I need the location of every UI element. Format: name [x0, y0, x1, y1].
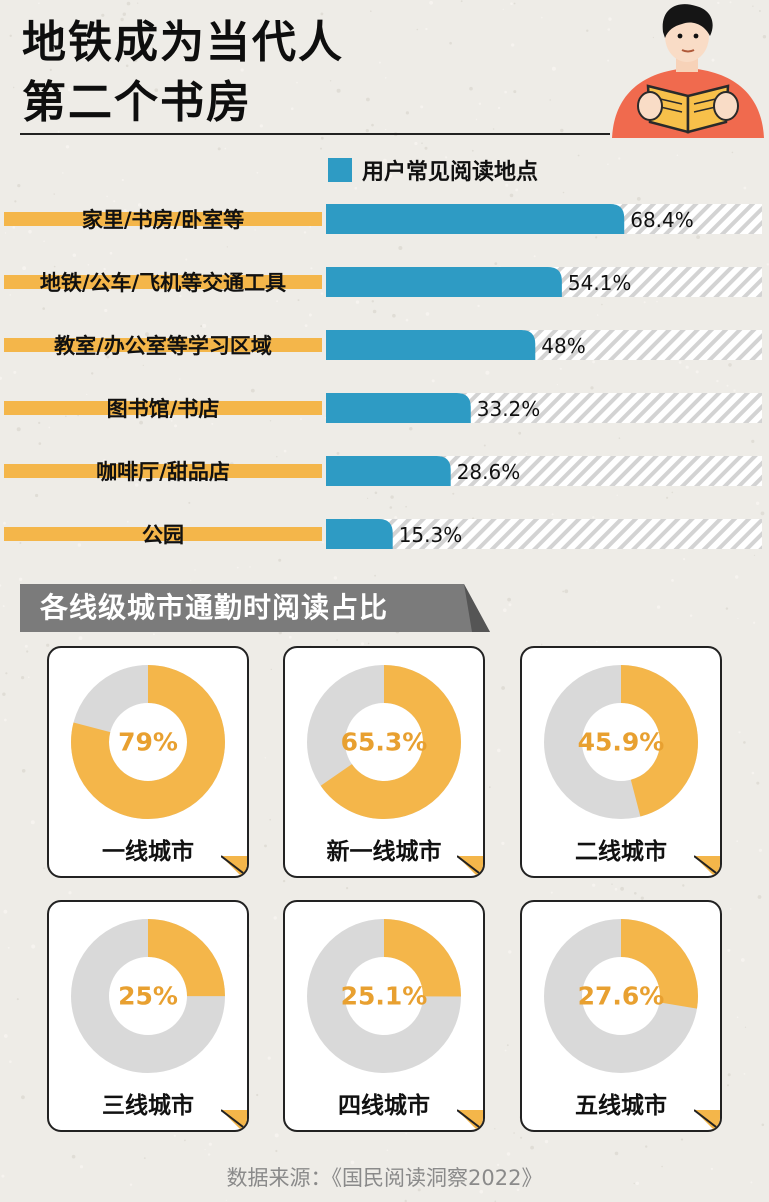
donut-percent-label: 25.1%	[341, 982, 428, 1011]
donut-chart: 45.9%	[544, 665, 698, 819]
reading-location-bar-chart: 家里/书房/卧室等 68.4% 地铁/公车/飞机等交通工具 54.1% 教室/办公室等学…	[4, 204, 762, 549]
bar-row: 地铁/公车/飞机等交通工具 54.1%	[4, 267, 762, 297]
donut-card: 65.3% 新一线城市	[283, 646, 485, 878]
donut-chart: 25.1%	[307, 919, 461, 1073]
donut-percent-label: 65.3%	[341, 728, 428, 757]
category-label-band	[4, 275, 322, 289]
bar-value-label: 28.6%	[457, 460, 521, 484]
legend-swatch	[328, 158, 352, 182]
donut-chart: 79%	[71, 665, 225, 819]
bar	[326, 393, 471, 423]
category-label-band	[4, 527, 322, 541]
card-corner-fold	[221, 855, 247, 876]
donut-percent-label: 45.9%	[578, 728, 665, 757]
section-title: 各线级城市通勤时阅读占比	[40, 591, 389, 624]
donut-card: 79% 一线城市	[47, 646, 249, 878]
bar	[326, 519, 393, 549]
bar-row: 图书馆/书店 33.2%	[4, 393, 762, 423]
category-label-band	[4, 401, 322, 415]
donut-chart: 25%	[71, 919, 225, 1073]
category-label: 教室/办公室等学习区域	[54, 334, 272, 358]
bar-value-label: 68.4%	[630, 208, 694, 232]
donut-card: 27.6% 五线城市	[520, 900, 722, 1132]
bar-track	[326, 519, 762, 549]
donut-city-label: 二线城市	[575, 839, 667, 865]
donut-city-label: 一线城市	[102, 839, 194, 865]
donut-segment	[307, 665, 461, 819]
reader-illustration	[612, 4, 764, 138]
donut-percent-label: 27.6%	[578, 982, 665, 1011]
chart-legend: 用户常见阅读地点	[328, 156, 539, 185]
donut-chart: 65.3%	[307, 665, 461, 819]
bar-value-label: 33.2%	[477, 397, 541, 421]
card-corner-fold	[694, 855, 720, 876]
category-label-band	[4, 464, 322, 478]
bar-value-label: 15.3%	[399, 523, 463, 547]
bar	[326, 330, 536, 360]
card-corner-fold	[457, 1109, 483, 1130]
donut-segment	[307, 919, 461, 1073]
card-corner-fold	[694, 1109, 720, 1130]
donut-city-label: 新一线城市	[326, 839, 442, 865]
donut-card: 45.9% 二线城市	[520, 646, 722, 878]
bar	[326, 204, 625, 234]
category-label: 图书馆/书店	[107, 397, 220, 421]
donut-percent-label: 25%	[118, 982, 178, 1011]
data-source: 数据来源：《国民阅读洞察2022》	[226, 1166, 543, 1190]
donut-city-label: 五线城市	[575, 1093, 667, 1119]
bar	[326, 456, 451, 486]
donut-card: 25% 三线城市	[47, 900, 249, 1132]
category-label: 地铁/公车/飞机等交通工具	[40, 271, 286, 295]
page-title-line-1: 地铁成为当代人	[22, 17, 344, 68]
donut-segment	[71, 665, 225, 819]
donut-chart: 27.6%	[544, 919, 698, 1073]
bar-row: 教室/办公室等学习区域 48%	[4, 330, 762, 360]
bar-row: 家里/书房/卧室等 68.4%	[4, 204, 762, 234]
donut-city-label: 三线城市	[102, 1093, 194, 1119]
legend-label: 用户常见阅读地点	[362, 160, 539, 185]
donut-percent-label: 79%	[118, 728, 178, 757]
bar-value-label: 54.1%	[568, 271, 632, 295]
bar-row: 公园 15.3%	[4, 519, 762, 549]
bar-row: 咖啡厅/甜品店 28.6%	[4, 456, 762, 486]
donut-segment	[544, 665, 698, 819]
category-label-band	[4, 338, 322, 352]
category-label: 家里/书房/卧室等	[82, 208, 244, 232]
section-banner	[20, 584, 490, 632]
page-title-line-2: 第二个书房	[22, 77, 252, 128]
donut-segment	[544, 919, 698, 1073]
bar	[326, 267, 562, 297]
category-label-band	[4, 212, 322, 226]
card-corner-fold	[221, 1109, 247, 1130]
title-underline	[20, 133, 610, 135]
category-label: 咖啡厅/甜品店	[96, 460, 230, 484]
card-corner-fold	[457, 855, 483, 876]
bar-value-label: 48%	[541, 334, 585, 358]
donut-city-label: 四线城市	[338, 1093, 430, 1119]
category-label: 公园	[142, 523, 184, 547]
donut-card: 25.1% 四线城市	[283, 900, 485, 1132]
donut-segment	[71, 919, 225, 1073]
